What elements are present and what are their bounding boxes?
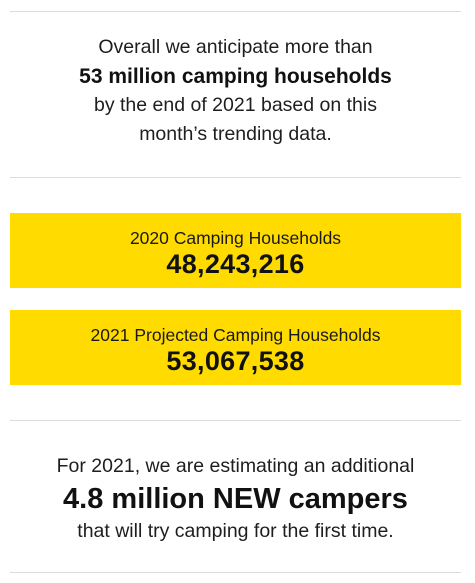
stat-box-2020: 2020 Camping Households 48,243,216 — [10, 213, 461, 288]
intro-line-1: Overall we anticipate more than — [98, 36, 373, 58]
stat-value-2020: 48,243,216 — [166, 249, 305, 279]
intro-section: Overall we anticipate more than 53 milli… — [10, 33, 461, 149]
stat-label-2021: 2021 Projected Camping Households — [90, 325, 381, 345]
stat-box-2021: 2021 Projected Camping Households 53,067… — [10, 310, 461, 385]
lower-divider — [10, 420, 461, 421]
intro-line-4: month’s trending data. — [139, 123, 332, 145]
outro-section: For 2021, we are estimating an additiona… — [10, 452, 461, 546]
outro-line-3: that will try camping for the first time… — [77, 520, 394, 542]
bottom-divider — [10, 572, 461, 573]
intro-line-3: by the end of 2021 based on this — [94, 94, 377, 116]
top-divider — [10, 11, 461, 12]
stat-value-2021: 53,067,538 — [166, 346, 305, 376]
outro-highlight: 4.8 million NEW campers — [63, 483, 408, 515]
intro-highlight: 53 million camping households — [79, 65, 392, 88]
stat-label-2020: 2020 Camping Households — [129, 228, 342, 248]
middle-divider — [10, 177, 461, 178]
outro-line-1: For 2021, we are estimating an additiona… — [56, 455, 415, 477]
